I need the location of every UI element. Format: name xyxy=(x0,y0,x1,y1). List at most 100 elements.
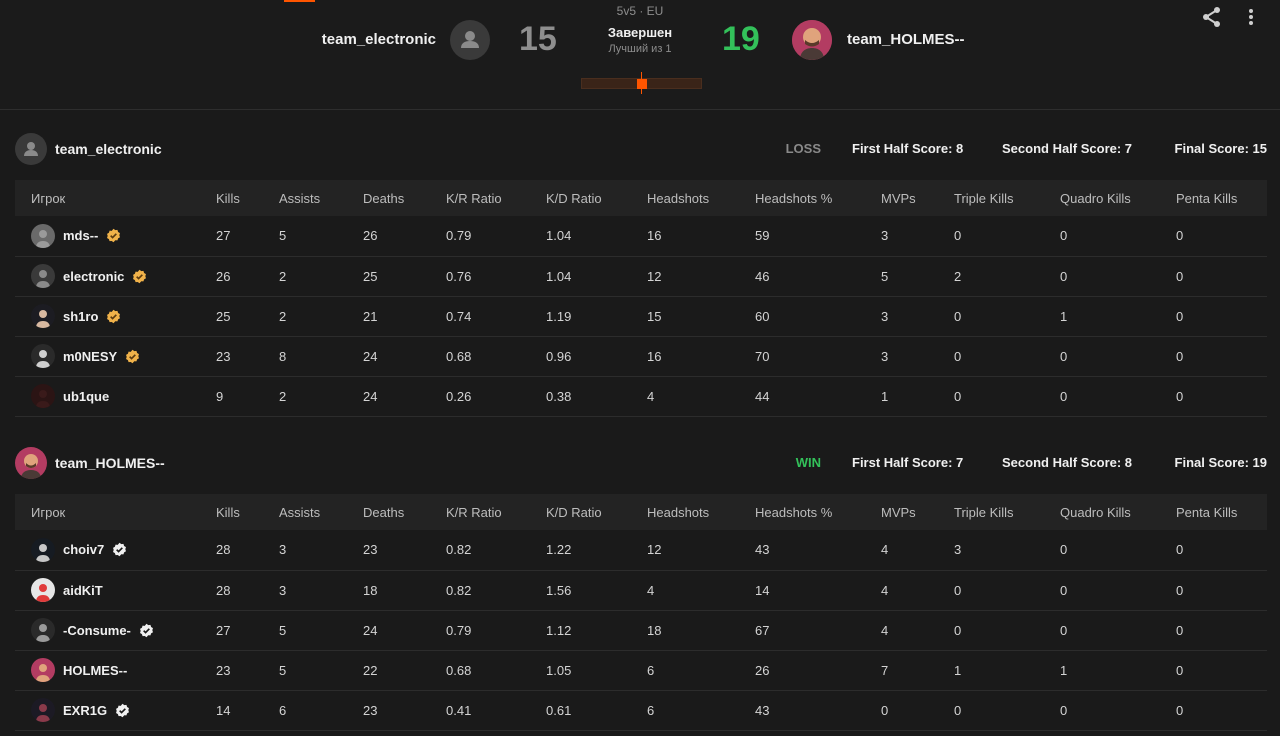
column-header[interactable]: Deaths xyxy=(363,190,405,206)
player-avatar[interactable] xyxy=(31,658,55,682)
column-header[interactable]: Quadro Kills xyxy=(1060,190,1131,206)
column-header[interactable]: Triple Kills xyxy=(954,190,1014,206)
player-info[interactable]: mds-- xyxy=(31,223,216,248)
stat-cell: 8 xyxy=(279,336,363,377)
stat-cell: 59 xyxy=(755,216,881,257)
right-team-avatar[interactable] xyxy=(792,20,832,60)
stat-cell: 22 xyxy=(363,650,446,691)
column-header[interactable]: Deaths xyxy=(363,504,405,520)
player-name[interactable]: -Consume- xyxy=(63,622,131,638)
column-header[interactable]: Triple Kills xyxy=(954,504,1014,520)
table-row[interactable]: m0NESY 23 8 24 0.68 0.96 16 70 3 0 0 0 xyxy=(15,336,1267,377)
player-info[interactable]: ub1que xyxy=(31,384,216,408)
player-cell[interactable]: aidKiT xyxy=(15,570,216,611)
left-team-avatar[interactable] xyxy=(450,20,490,60)
column-header[interactable]: Игрок xyxy=(31,504,66,520)
player-cell[interactable]: -Consume- xyxy=(15,610,216,651)
player-info[interactable]: EXR1G xyxy=(31,698,216,722)
table-row[interactable]: aidKiT 28 3 18 0.82 1.56 4 14 4 0 0 0 xyxy=(15,570,1267,611)
column-header[interactable]: Headshots % xyxy=(755,504,833,520)
share-icon[interactable] xyxy=(1201,6,1223,28)
table-row[interactable]: choiv7 28 3 23 0.82 1.22 12 43 4 3 0 0 xyxy=(15,530,1267,571)
player-info[interactable]: m0NESY xyxy=(31,344,216,368)
column-header[interactable]: K/R Ratio xyxy=(446,190,502,206)
player-avatar[interactable] xyxy=(31,223,55,248)
team-avatar[interactable] xyxy=(15,133,47,165)
column-header[interactable]: Assists xyxy=(279,504,321,520)
stat-cell: 70 xyxy=(755,336,881,377)
player-avatar[interactable] xyxy=(31,344,55,368)
player-avatar[interactable] xyxy=(31,578,55,602)
stat-cell: 0.26 xyxy=(446,376,546,417)
stat-cell: 25 xyxy=(216,296,279,337)
player-avatar[interactable] xyxy=(31,264,55,288)
stat-cell: 12 xyxy=(647,256,755,297)
player-name[interactable]: aidKiT xyxy=(63,582,103,598)
player-avatar[interactable] xyxy=(31,618,55,642)
column-header[interactable]: Kills xyxy=(216,504,240,520)
player-name[interactable]: mds-- xyxy=(63,228,99,244)
stat-cell: 7 xyxy=(881,650,954,691)
table-row[interactable]: sh1ro 25 2 21 0.74 1.19 15 60 3 0 1 0 xyxy=(15,296,1267,337)
table-row[interactable]: electronic 26 2 25 0.76 1.04 12 46 5 2 0 0 xyxy=(15,256,1267,297)
right-team-name[interactable]: team_HOLMES-- xyxy=(847,31,965,48)
player-name[interactable]: m0NESY xyxy=(63,348,118,364)
player-info[interactable]: aidKiT xyxy=(31,578,216,602)
player-avatar[interactable] xyxy=(31,698,55,722)
player-name[interactable]: choiv7 xyxy=(63,542,105,558)
player-info[interactable]: HOLMES-- xyxy=(31,658,216,682)
team-name[interactable]: team_HOLMES-- xyxy=(55,455,165,471)
player-info[interactable]: electronic xyxy=(31,264,216,288)
column-header[interactable]: Игрок xyxy=(31,190,66,206)
player-cell[interactable]: HOLMES-- xyxy=(15,650,216,691)
player-cell[interactable]: m0NESY xyxy=(15,336,216,377)
player-info[interactable]: -Consume- xyxy=(31,618,216,642)
table-row[interactable]: EXR1G 14 6 23 0.41 0.61 6 43 0 0 0 0 xyxy=(15,690,1267,731)
column-header[interactable]: K/D Ratio xyxy=(546,504,602,520)
column-header[interactable]: MVPs xyxy=(881,190,916,206)
table-body: choiv7 28 3 23 0.82 1.22 12 43 4 3 0 0 aidKiT 28 3 18 0.… xyxy=(15,530,1267,731)
stat-cell: 5 xyxy=(881,256,954,297)
column-header[interactable]: Headshots xyxy=(647,190,710,206)
column-header[interactable]: Penta Kills xyxy=(1176,190,1238,206)
column-header[interactable]: K/D Ratio xyxy=(546,190,602,206)
table-row[interactable]: HOLMES-- 23 5 22 0.68 1.05 6 26 7 1 1 0 xyxy=(15,650,1267,691)
left-team-name[interactable]: team_electronic xyxy=(321,31,436,48)
more-vertical-icon[interactable] xyxy=(1242,6,1260,28)
player-avatar[interactable] xyxy=(31,537,55,562)
column-header[interactable]: Kills xyxy=(216,190,240,206)
stat-cell: 0 xyxy=(1176,256,1267,297)
stat-cell: 43 xyxy=(755,690,881,731)
player-cell[interactable]: mds-- xyxy=(15,216,216,257)
player-name[interactable]: electronic xyxy=(63,268,125,284)
player-name[interactable]: EXR1G xyxy=(63,702,108,718)
column-header[interactable]: MVPs xyxy=(881,504,916,520)
column-header[interactable]: Headshots xyxy=(647,504,710,520)
table-row[interactable]: ub1que 9 2 24 0.26 0.38 4 44 1 0 0 0 xyxy=(15,376,1267,417)
stat-cell: 5 xyxy=(279,650,363,691)
team-avatar[interactable] xyxy=(15,447,47,479)
team-name[interactable]: team_electronic xyxy=(55,141,162,157)
player-name[interactable]: ub1que xyxy=(63,388,110,404)
player-info[interactable]: sh1ro xyxy=(31,304,216,328)
player-name[interactable]: sh1ro xyxy=(63,308,99,324)
player-cell[interactable]: EXR1G xyxy=(15,690,216,731)
player-cell[interactable]: ub1que xyxy=(15,376,216,417)
stat-cell: 1.19 xyxy=(546,296,647,337)
player-name[interactable]: HOLMES-- xyxy=(63,662,128,678)
column-header[interactable]: Assists xyxy=(279,190,321,206)
player-cell[interactable]: choiv7 xyxy=(15,530,216,571)
player-cell[interactable]: electronic xyxy=(15,256,216,297)
player-avatar[interactable] xyxy=(31,384,55,408)
verified-badge-icon xyxy=(112,542,127,557)
table-row[interactable]: -Consume- 27 5 24 0.79 1.12 18 67 4 0 0 0 xyxy=(15,610,1267,651)
column-header[interactable]: K/R Ratio xyxy=(446,504,502,520)
table-row[interactable]: mds-- 27 5 26 0.79 1.04 16 59 3 0 0 0 xyxy=(15,216,1267,257)
column-header[interactable]: Quadro Kills xyxy=(1060,504,1131,520)
player-cell[interactable]: sh1ro xyxy=(15,296,216,337)
column-header[interactable]: Headshots % xyxy=(755,190,833,206)
column-header[interactable]: Penta Kills xyxy=(1176,504,1238,520)
player-avatar[interactable] xyxy=(31,304,55,328)
stat-cell: 4 xyxy=(881,530,954,571)
player-info[interactable]: choiv7 xyxy=(31,537,216,562)
